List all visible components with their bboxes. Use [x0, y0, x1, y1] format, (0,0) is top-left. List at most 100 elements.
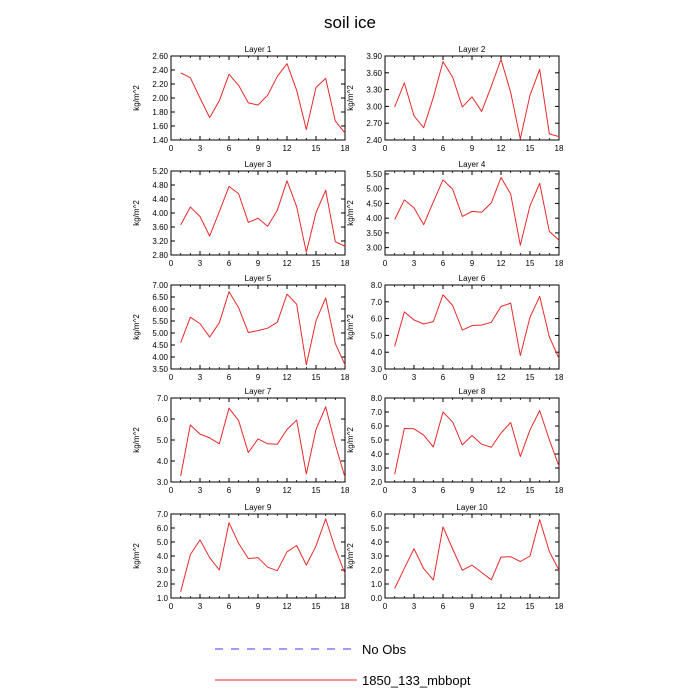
panel-10-ytick-label: 4.0: [371, 538, 383, 547]
panel-10-xtick-label: 9: [470, 602, 475, 611]
panel-5-xtick-label: 3: [198, 373, 203, 382]
panel-7-xtick-label: 3: [198, 486, 203, 495]
panel-10-xtick-label: 6: [441, 602, 446, 611]
panel-7: Layer 7 kg/m^2 0 3 6 9 12 15 18 3.0 4.0 5.0 6.0 7.0: [132, 387, 350, 495]
panel-10-ytick-label: 5.0: [371, 524, 383, 533]
panel-5-series-line: [180, 291, 346, 366]
panel-10: Layer 10 kg/m^2 0 3 6 9 12 15 18 0.0 1.0 2.0 3.0 4.0 5…: [346, 503, 564, 611]
panel-10-ytick-label: 2.0: [371, 566, 383, 575]
panel-10-xtick-label: 12: [497, 602, 506, 611]
panel-3-xtick-label: 6: [227, 259, 232, 268]
panel-10-frame: [384, 513, 560, 599]
panel-5-ytick-label: 6.50: [152, 293, 168, 302]
panel-8-ytick-label: 8.0: [371, 394, 383, 403]
panel-8-ytick-label: 2.0: [371, 478, 383, 487]
panel-5-ytick-label: 6.00: [152, 305, 168, 314]
panel-3-xtick-label: 9: [256, 259, 261, 268]
panel-5-ytick-label: 7.00: [152, 281, 168, 290]
panel-2-xtick-label: 12: [497, 144, 506, 153]
panel-7-series-line: [180, 406, 346, 478]
panel-4-ytick-label: 3.00: [366, 244, 382, 253]
panel-1-xtick-label: 15: [312, 144, 321, 153]
panel-1-ytick-label: 1.60: [152, 122, 168, 131]
panel-6-xtick-label: 3: [412, 373, 417, 382]
panel-1-xtick-label: 0: [169, 144, 174, 153]
panel-1-xtick-label: 3: [198, 144, 203, 153]
panel-9-xtick-label: 15: [312, 602, 321, 611]
panel-6-frame: [384, 284, 560, 370]
panel-1-ytick-label: 2.60: [152, 52, 168, 61]
panel-4-xtick-label: 18: [555, 259, 564, 268]
panel-8-xtick-label: 15: [526, 486, 535, 495]
panel-7-ytick-label: 7.0: [157, 394, 169, 403]
panel-3-xtick-label: 18: [341, 259, 350, 268]
panel-10-series-line: [394, 519, 560, 589]
panel-1: Layer 1 kg/m^2 0 3 6 9 12 15 18 1.40 1.60 1.80 2.00 2…: [132, 45, 350, 153]
panel-6-ytick-label: 8.0: [371, 281, 383, 290]
panel-2-ytick-label: 3.30: [366, 86, 382, 95]
panel-1-series-line: [180, 63, 346, 134]
panel-7-xtick-label: 15: [312, 486, 321, 495]
panel-9-ytick-label: 1.0: [157, 594, 169, 603]
panel-9-xtick-label: 3: [198, 602, 203, 611]
panel-6-ytick-label: 5.0: [371, 331, 383, 340]
panel-9-ytick-label: 6.0: [157, 524, 169, 533]
panel-6-title: Layer 6: [459, 274, 486, 283]
panel-8-ytick-label: 4.0: [371, 450, 383, 459]
panel-10-ytick-label: 1.0: [371, 580, 383, 589]
panel-3-ytick-label: 3.60: [152, 223, 168, 232]
panel-9-ytick-label: 2.0: [157, 580, 169, 589]
panel-2-series-line: [394, 58, 560, 140]
panel-1-ytick-label: 2.00: [152, 94, 168, 103]
panel-1-xtick-label: 9: [256, 144, 261, 153]
panel-4-series-line: [394, 176, 560, 246]
panel-2-ytick-label: 3.00: [366, 102, 382, 111]
panel-3-xtick-label: 15: [312, 259, 321, 268]
legend-label-no-obs: No Obs: [362, 642, 407, 657]
panel-7-xtick-label: 18: [341, 486, 350, 495]
panel-8-series-line: [394, 410, 560, 475]
panel-4: Layer 4 kg/m^2 0 3 6 9 12 15 18 3.00 3.50 4.00 4.50 5…: [346, 160, 564, 268]
panel-5-xtick-label: 12: [283, 373, 292, 382]
panel-4-xtick-label: 15: [526, 259, 535, 268]
panel-2-xtick-label: 6: [441, 144, 446, 153]
panel-3-ytick-label: 4.80: [152, 181, 168, 190]
panel-5-ylabel: kg/m^2: [132, 314, 141, 340]
panel-3-xtick-label: 12: [283, 259, 292, 268]
panel-1-ylabel: kg/m^2: [132, 85, 141, 111]
panel-7-xtick-label: 12: [283, 486, 292, 495]
panel-6-xtick-label: 12: [497, 373, 506, 382]
panel-10-ytick-label: 6.0: [371, 510, 383, 519]
panel-8-xtick-label: 18: [555, 486, 564, 495]
panel-9-xtick-label: 18: [341, 602, 350, 611]
panel-2-xtick-label: 3: [412, 144, 417, 153]
panel-2-ytick-label: 2.70: [366, 119, 382, 128]
panel-3-ytick-label: 4.00: [152, 209, 168, 218]
panel-6-ytick-label: 6.0: [371, 315, 383, 324]
panel-1-title: Layer 1: [245, 45, 272, 54]
panel-6-xtick-label: 18: [555, 373, 564, 382]
panel-9-title: Layer 9: [245, 503, 272, 512]
legend-label-1850-133-mbbopt: 1850_133_mbbopt: [362, 673, 471, 688]
panel-1-ytick-label: 1.80: [152, 108, 168, 117]
panel-5-ytick-label: 4.00: [152, 353, 168, 362]
panel-6-xtick-label: 0: [383, 373, 388, 382]
panel-7-ytick-label: 6.0: [157, 415, 169, 424]
panel-2-frame: [384, 55, 560, 141]
panel-4-ytick-label: 5.50: [366, 170, 382, 179]
panel-4-xtick-label: 12: [497, 259, 506, 268]
panel-9-ylabel: kg/m^2: [132, 543, 141, 569]
panel-9-ytick-label: 5.0: [157, 538, 169, 547]
panel-3-ytick-label: 5.20: [152, 167, 168, 176]
panel-2-ylabel: kg/m^2: [346, 85, 355, 111]
panel-6-xtick-label: 6: [441, 373, 446, 382]
panel-9-frame: [170, 513, 346, 599]
panel-9-ytick-label: 7.0: [157, 510, 169, 519]
panel-8-xtick-label: 6: [441, 486, 446, 495]
panel-8-ytick-label: 7.0: [371, 408, 383, 417]
panel-5-ytick-label: 5.50: [152, 317, 168, 326]
panel-2-xtick-label: 9: [470, 144, 475, 153]
panel-4-ytick-label: 4.00: [366, 214, 382, 223]
panel-9-xtick-label: 9: [256, 602, 261, 611]
panel-9-xtick-label: 12: [283, 602, 292, 611]
